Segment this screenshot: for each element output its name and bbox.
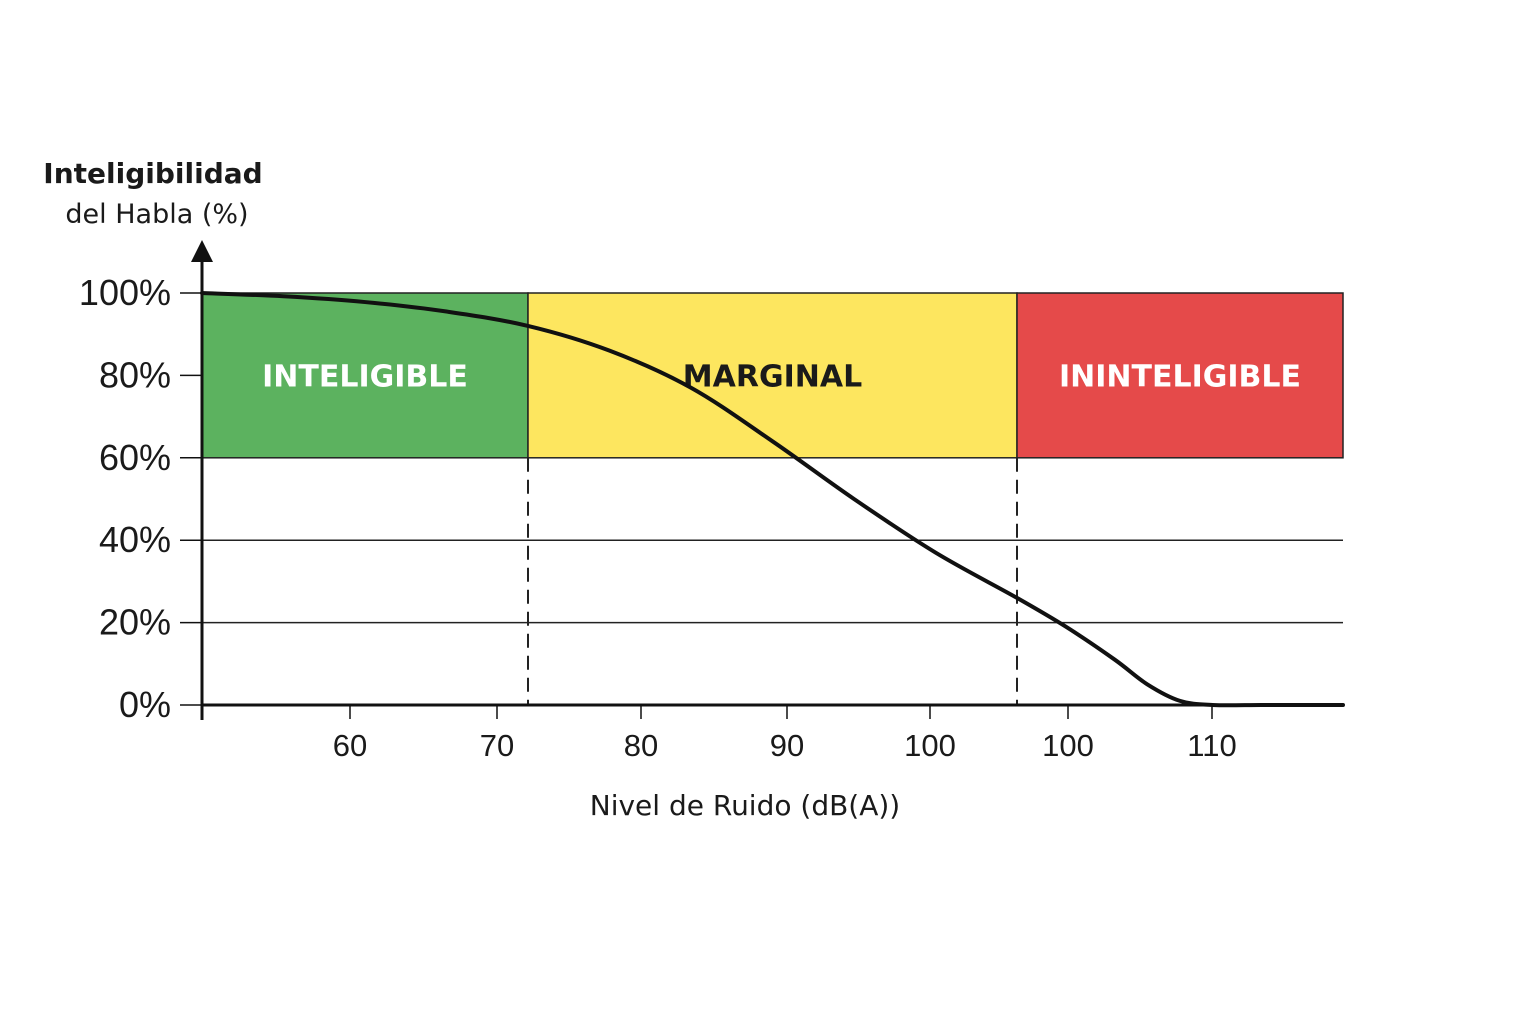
y-tick-label: 60%: [99, 437, 171, 478]
x-axis-title: Nivel de Ruido (dB(A)): [590, 789, 900, 822]
zone-label-inteligible: INTELIGIBLE: [262, 359, 468, 394]
y-tick-labels: 100% 80% 60% 40% 20% 0%: [79, 272, 202, 725]
zone-bands: [201, 292, 1344, 459]
zone-band-marginal: [527, 292, 1018, 459]
x-tick-label: 110: [1187, 728, 1236, 763]
zone-label-marginal: MARGINAL: [683, 359, 862, 394]
x-tick-label: 100: [1042, 728, 1094, 763]
y-tick-label: 100%: [79, 272, 171, 313]
y-axis-arrow: [191, 240, 213, 262]
x-tick-label: 60: [333, 728, 367, 763]
y-tick-label: 0%: [119, 684, 171, 725]
zone-band-inteligible: [201, 292, 529, 459]
threshold-lines: [527, 457, 1018, 705]
y-tick-label: 20%: [99, 602, 171, 643]
x-tick-label: 100: [904, 728, 956, 763]
grid-lines: [202, 539, 1343, 624]
axes: [191, 240, 1343, 720]
zone-labels: INTELIGIBLE MARGINAL ININTELIGIBLE: [262, 359, 1301, 394]
zone-label-ininteligible: ININTELIGIBLE: [1059, 359, 1301, 394]
y-axis-subtitle: del Habla (%): [65, 199, 248, 230]
zone-band-ininteligible: [1016, 292, 1344, 459]
x-tick-labels: 60 70 80 90 100 100 110: [333, 705, 1237, 763]
y-tick-label: 40%: [99, 519, 171, 560]
x-tick-label: 70: [480, 728, 514, 763]
y-axis-title: Inteligibilidad: [43, 157, 262, 190]
x-tick-label: 80: [624, 728, 658, 763]
y-tick-label: 80%: [99, 354, 171, 395]
x-tick-label: 90: [770, 728, 804, 763]
